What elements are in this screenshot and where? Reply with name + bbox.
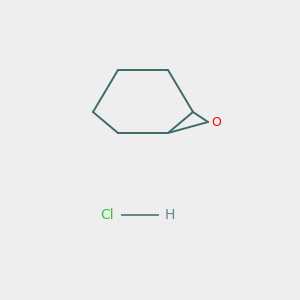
Text: Cl: Cl: [100, 208, 114, 222]
Text: O: O: [211, 116, 221, 128]
Text: H: H: [165, 208, 175, 222]
